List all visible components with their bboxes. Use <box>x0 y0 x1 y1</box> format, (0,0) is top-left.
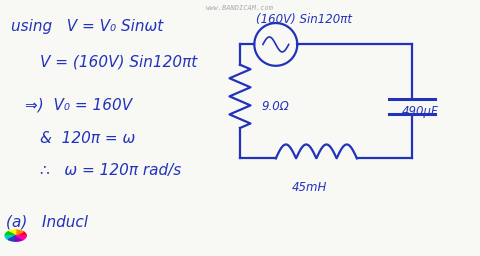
Wedge shape <box>8 236 16 241</box>
Wedge shape <box>8 230 16 236</box>
Text: V = (160V) Sin120πt: V = (160V) Sin120πt <box>39 55 197 70</box>
Text: &  120π = ω: & 120π = ω <box>39 131 135 145</box>
Text: 9.0Ω: 9.0Ω <box>262 100 289 113</box>
Wedge shape <box>16 236 26 240</box>
Text: 490μF: 490μF <box>402 105 439 118</box>
Wedge shape <box>5 232 16 236</box>
Wedge shape <box>5 236 16 240</box>
Text: ∴   ω = 120π rad/s: ∴ ω = 120π rad/s <box>39 163 181 178</box>
Text: using   V = V₀ Sinωt: using V = V₀ Sinωt <box>11 19 163 34</box>
Text: www.BANDICAM.com: www.BANDICAM.com <box>206 5 274 11</box>
Text: ⇒)  V₀ = 160V: ⇒) V₀ = 160V <box>25 98 132 113</box>
Wedge shape <box>16 236 23 241</box>
Wedge shape <box>16 230 23 236</box>
Text: 45mH: 45mH <box>291 181 327 194</box>
Text: (160V) Sin120πt: (160V) Sin120πt <box>256 13 352 26</box>
Text: (a)   Inducl: (a) Inducl <box>6 214 88 229</box>
Wedge shape <box>16 232 26 236</box>
